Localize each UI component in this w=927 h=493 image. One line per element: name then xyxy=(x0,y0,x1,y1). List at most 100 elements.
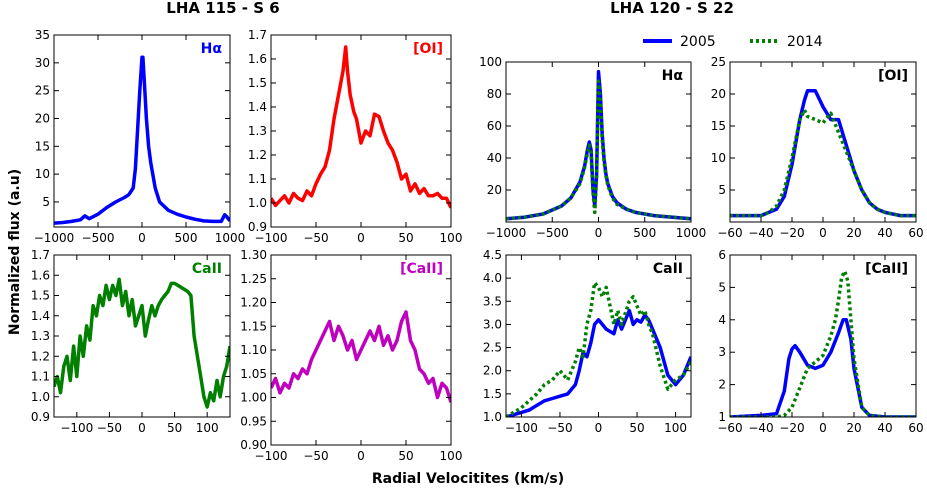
y-tick-label: 10 xyxy=(35,167,50,181)
y-tick-label: 1.1 xyxy=(31,370,50,384)
y-tick-label: 5 xyxy=(42,195,50,209)
y-tick-label: 25 xyxy=(35,84,50,98)
y-tick-label: 1.4 xyxy=(248,100,267,114)
y-tick-label: 15 xyxy=(711,119,726,133)
x-tick-label: 50 xyxy=(167,421,182,435)
x-tick-label: −1000 xyxy=(486,226,527,240)
s22-caii-forbidden-series-2005 xyxy=(730,318,916,417)
y-tick-label: 4.5 xyxy=(483,248,502,262)
s6-caii-panel: −100 −50 0 50 100 0.9 1.0 1.1 1.2 1.3 1.4 1.5 1.6 1.7… xyxy=(31,248,231,435)
s22-oi-label: [OI] xyxy=(878,68,908,84)
x-tick-label: 0 xyxy=(595,421,603,435)
y-tick-label: 1.30 xyxy=(240,248,267,262)
x-tick-label: 40 xyxy=(877,421,892,435)
s6-halpha-series-0 xyxy=(54,55,230,225)
x-tick-label: −20 xyxy=(779,226,804,240)
x-tick-label: 0 xyxy=(819,421,827,435)
x-tick-label: 20 xyxy=(846,421,861,435)
y-tick-label: 0.9 xyxy=(248,220,267,234)
y-tick-label: 5 xyxy=(718,183,726,197)
y-tick-label: 1.7 xyxy=(248,28,267,42)
s6-caii-forbidden-label: [CaII] xyxy=(400,261,443,277)
x-tick-label: 0 xyxy=(138,231,146,245)
y-tick-label: 20 xyxy=(35,111,50,125)
y-axis-label: Normalized flux (a.u) xyxy=(7,169,23,335)
x-tick-label: 0 xyxy=(357,231,365,245)
x-tick-label: 50 xyxy=(629,421,644,435)
legend: 2005 2014 xyxy=(643,34,823,50)
x-tick-label: 0 xyxy=(819,226,827,240)
y-tick-label: 1.25 xyxy=(240,272,267,286)
y-tick-label: 0.90 xyxy=(240,438,267,452)
x-tick-label: 1000 xyxy=(676,226,707,240)
y-tick-label: 10 xyxy=(711,151,726,165)
y-tick-label: 1.10 xyxy=(240,343,267,357)
s22-caii-forbidden-panel: −60 −40 −20 0 20 40 60 1 2 3 4 5 6 [CaII] xyxy=(717,248,923,435)
x-tick-label: 500 xyxy=(175,231,198,245)
x-tick-label: −100 xyxy=(60,421,93,435)
x-tick-label: 0 xyxy=(357,449,365,463)
s6-halpha-panel: −1000 −500 0 500 1000 5 10 15 20 25 30 35 Hα xyxy=(34,28,246,245)
x-tick-label: −500 xyxy=(82,231,115,245)
s6-oi-panel: −100 −50 0 50 100 0.9 1.0 1.1 1.2 1.3 1.4 1.5 1.6 1.7… xyxy=(248,28,463,245)
y-tick-label: 100 xyxy=(479,55,502,69)
y-tick-label: 1.0 xyxy=(31,390,50,404)
x-tick-label: 0 xyxy=(138,421,146,435)
s22-halpha-panel: −1000 −500 0 500 1000 20 40 60 80 100 Hα xyxy=(479,55,706,240)
y-tick-label: 20 xyxy=(487,183,502,197)
x-tick-label: 100 xyxy=(196,421,219,435)
y-tick-label: 1.05 xyxy=(240,367,267,381)
x-tick-label: 60 xyxy=(908,421,923,435)
y-tick-label: 6 xyxy=(718,248,726,262)
s6-oi-label: [OI] xyxy=(413,41,443,57)
y-tick-label: 1.20 xyxy=(240,296,267,310)
y-tick-label: 4.0 xyxy=(483,271,502,285)
x-tick-label: −100 xyxy=(255,449,288,463)
s22-caii-forbidden-label: [CaII] xyxy=(865,261,908,277)
s22-caii-series-2005 xyxy=(506,308,691,417)
y-tick-label: 40 xyxy=(487,151,502,165)
y-tick-label: 1.6 xyxy=(248,52,267,66)
s22-oi-series-2014 xyxy=(730,108,916,218)
s22-caii-panel: −100 −50 0 50 100 1.0 1.5 2.0 2.5 3.0 3.5 4.0 4.5 CaI… xyxy=(483,248,692,435)
y-tick-label: 3 xyxy=(718,345,726,359)
y-tick-label: 3.0 xyxy=(483,317,502,331)
x-tick-label: −40 xyxy=(748,421,773,435)
x-tick-label: 500 xyxy=(633,226,656,240)
x-tick-label: −50 xyxy=(303,449,328,463)
y-tick-label: 1.0 xyxy=(248,196,267,210)
y-tick-label: 2.5 xyxy=(483,341,502,355)
x-tick-label: −1000 xyxy=(34,231,75,245)
x-tick-label: −50 xyxy=(303,231,328,245)
s6-caii-forbidden-series-0 xyxy=(271,310,451,403)
y-tick-label: 1.00 xyxy=(240,391,267,405)
y-tick-label: 1.2 xyxy=(31,349,50,363)
y-tick-label: 1.5 xyxy=(248,76,267,90)
s22-caii-series-2014 xyxy=(506,281,691,417)
s6-caii-label: CaII xyxy=(192,261,222,277)
x-tick-label: 40 xyxy=(877,226,892,240)
s22-caii-label: CaII xyxy=(653,261,683,277)
y-tick-label: 1.5 xyxy=(483,387,502,401)
s6-halpha-label: Hα xyxy=(201,41,223,57)
legend-2005-label: 2005 xyxy=(680,34,716,50)
y-tick-label: 1.6 xyxy=(31,268,50,282)
y-tick-label: 0.9 xyxy=(31,410,50,424)
x-tick-label: −60 xyxy=(717,421,742,435)
right-title: LHA 120 - S 22 xyxy=(610,0,734,17)
x-tick-label: −40 xyxy=(748,226,773,240)
x-tick-label: 100 xyxy=(440,449,463,463)
y-tick-label: 2 xyxy=(718,378,726,392)
s6-caii-series-0 xyxy=(54,277,230,409)
s22-halpha-label: Hα xyxy=(662,68,684,84)
s22-caii-forbidden-series-2014 xyxy=(730,269,916,417)
s22-oi-series-2005 xyxy=(730,89,916,218)
x-tick-label: 50 xyxy=(398,449,413,463)
y-tick-label: 1.1 xyxy=(248,172,267,186)
x-tick-label: 1000 xyxy=(215,231,246,245)
y-tick-label: 20 xyxy=(711,87,726,101)
x-tick-label: 50 xyxy=(398,231,413,245)
y-tick-label: 5 xyxy=(718,280,726,294)
